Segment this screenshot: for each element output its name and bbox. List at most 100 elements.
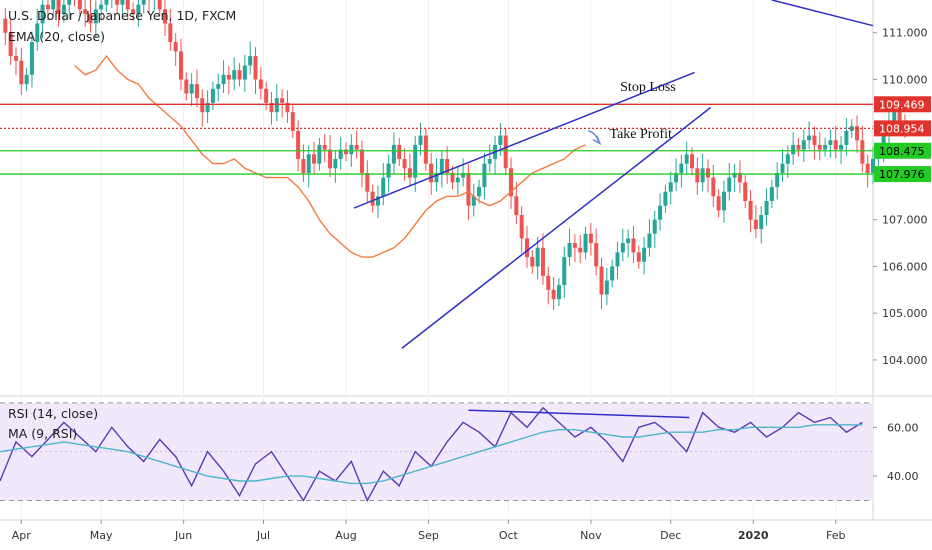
candle [173, 33, 178, 66]
candle [29, 31, 34, 88]
candle-body [663, 191, 668, 206]
candle-body [328, 149, 333, 169]
price-tag-label: 108.475 [879, 145, 925, 158]
candle [535, 237, 540, 280]
candle-body [780, 163, 785, 173]
candle-body [349, 144, 354, 155]
candle [631, 225, 636, 264]
price-tag-label: 109.469 [879, 98, 925, 111]
candle [753, 205, 758, 238]
candle-body [19, 60, 24, 85]
candle-body [711, 177, 716, 197]
ema-line [74, 54, 586, 258]
candle-body [727, 177, 732, 192]
time-tick-label: May [90, 529, 113, 542]
candle-body [535, 247, 540, 267]
candle [77, 0, 82, 17]
candle-body [817, 144, 822, 150]
candle [647, 219, 652, 257]
candle-body [844, 130, 849, 145]
forecast-arrow-head [592, 135, 602, 146]
candle [684, 141, 689, 175]
candle-body [56, 0, 61, 15]
candle [148, 0, 150, 15]
candle-body [184, 79, 189, 94]
candle-body [892, 112, 897, 122]
candle [51, 0, 56, 17]
candle-body [812, 135, 817, 145]
price-tag-bg [874, 120, 931, 137]
candle [40, 0, 45, 38]
price-tick-label: 105.000 [882, 307, 928, 320]
candle-body [35, 23, 40, 43]
candle-body [466, 172, 471, 206]
candle-body [583, 233, 588, 253]
candle [849, 119, 854, 138]
candle [487, 144, 492, 173]
price-tick-label: 111.000 [882, 27, 928, 40]
candle-body [509, 168, 514, 197]
candle-body [471, 196, 476, 206]
candle [546, 266, 551, 305]
candle [791, 132, 796, 166]
candle-body [77, 0, 82, 10]
candle-body [503, 135, 508, 169]
candle-body [8, 32, 13, 57]
annotation-take-profit: Take Profit [610, 127, 673, 142]
candle [317, 137, 322, 171]
candle [99, 0, 104, 21]
candle-body [67, 0, 72, 5]
annotation-stop-loss: Stop Loss [620, 80, 676, 95]
candle-body [141, 0, 146, 5]
candle [562, 246, 567, 298]
candle [194, 69, 199, 108]
candle [743, 175, 748, 209]
candle-body [157, 0, 162, 10]
candle-body [849, 126, 854, 131]
candle-body [588, 233, 593, 244]
candle-body [562, 257, 567, 286]
candle [668, 171, 673, 205]
candle [296, 120, 301, 172]
candle-body [210, 88, 215, 103]
candle [583, 226, 588, 260]
price-tag-label: 107.976 [879, 168, 925, 181]
candle [333, 150, 338, 183]
candle-body [610, 266, 615, 281]
candle [807, 121, 812, 150]
candle [461, 158, 466, 187]
candle-body [668, 182, 673, 192]
price-tick-label: 107.000 [882, 214, 928, 227]
candle [482, 152, 487, 200]
candle [8, 18, 13, 65]
candle-body [796, 144, 801, 150]
candle-body [280, 98, 285, 103]
candle [24, 67, 29, 92]
candle [248, 41, 253, 75]
candle [450, 165, 455, 190]
candle-body [168, 23, 173, 43]
rsi-ma-legend: MA (9, RSI) [8, 426, 78, 441]
candle-body [684, 154, 689, 164]
candle [125, 0, 130, 21]
candle-body [29, 42, 34, 75]
candle [594, 228, 599, 276]
candle-body [205, 102, 210, 113]
candle [184, 72, 189, 101]
candle-body [620, 243, 625, 253]
candle [509, 157, 514, 209]
candle [871, 146, 875, 184]
candle-body [567, 243, 572, 258]
candle [104, 0, 109, 12]
candle-body [461, 172, 466, 178]
candle-body [823, 144, 828, 150]
candle [674, 158, 679, 192]
ema-legend: EMA (20, close) [8, 29, 106, 44]
candle [737, 160, 742, 194]
candle [338, 136, 343, 170]
candle-body [381, 177, 386, 197]
candle-body [51, 0, 56, 10]
candle-body [248, 56, 253, 66]
